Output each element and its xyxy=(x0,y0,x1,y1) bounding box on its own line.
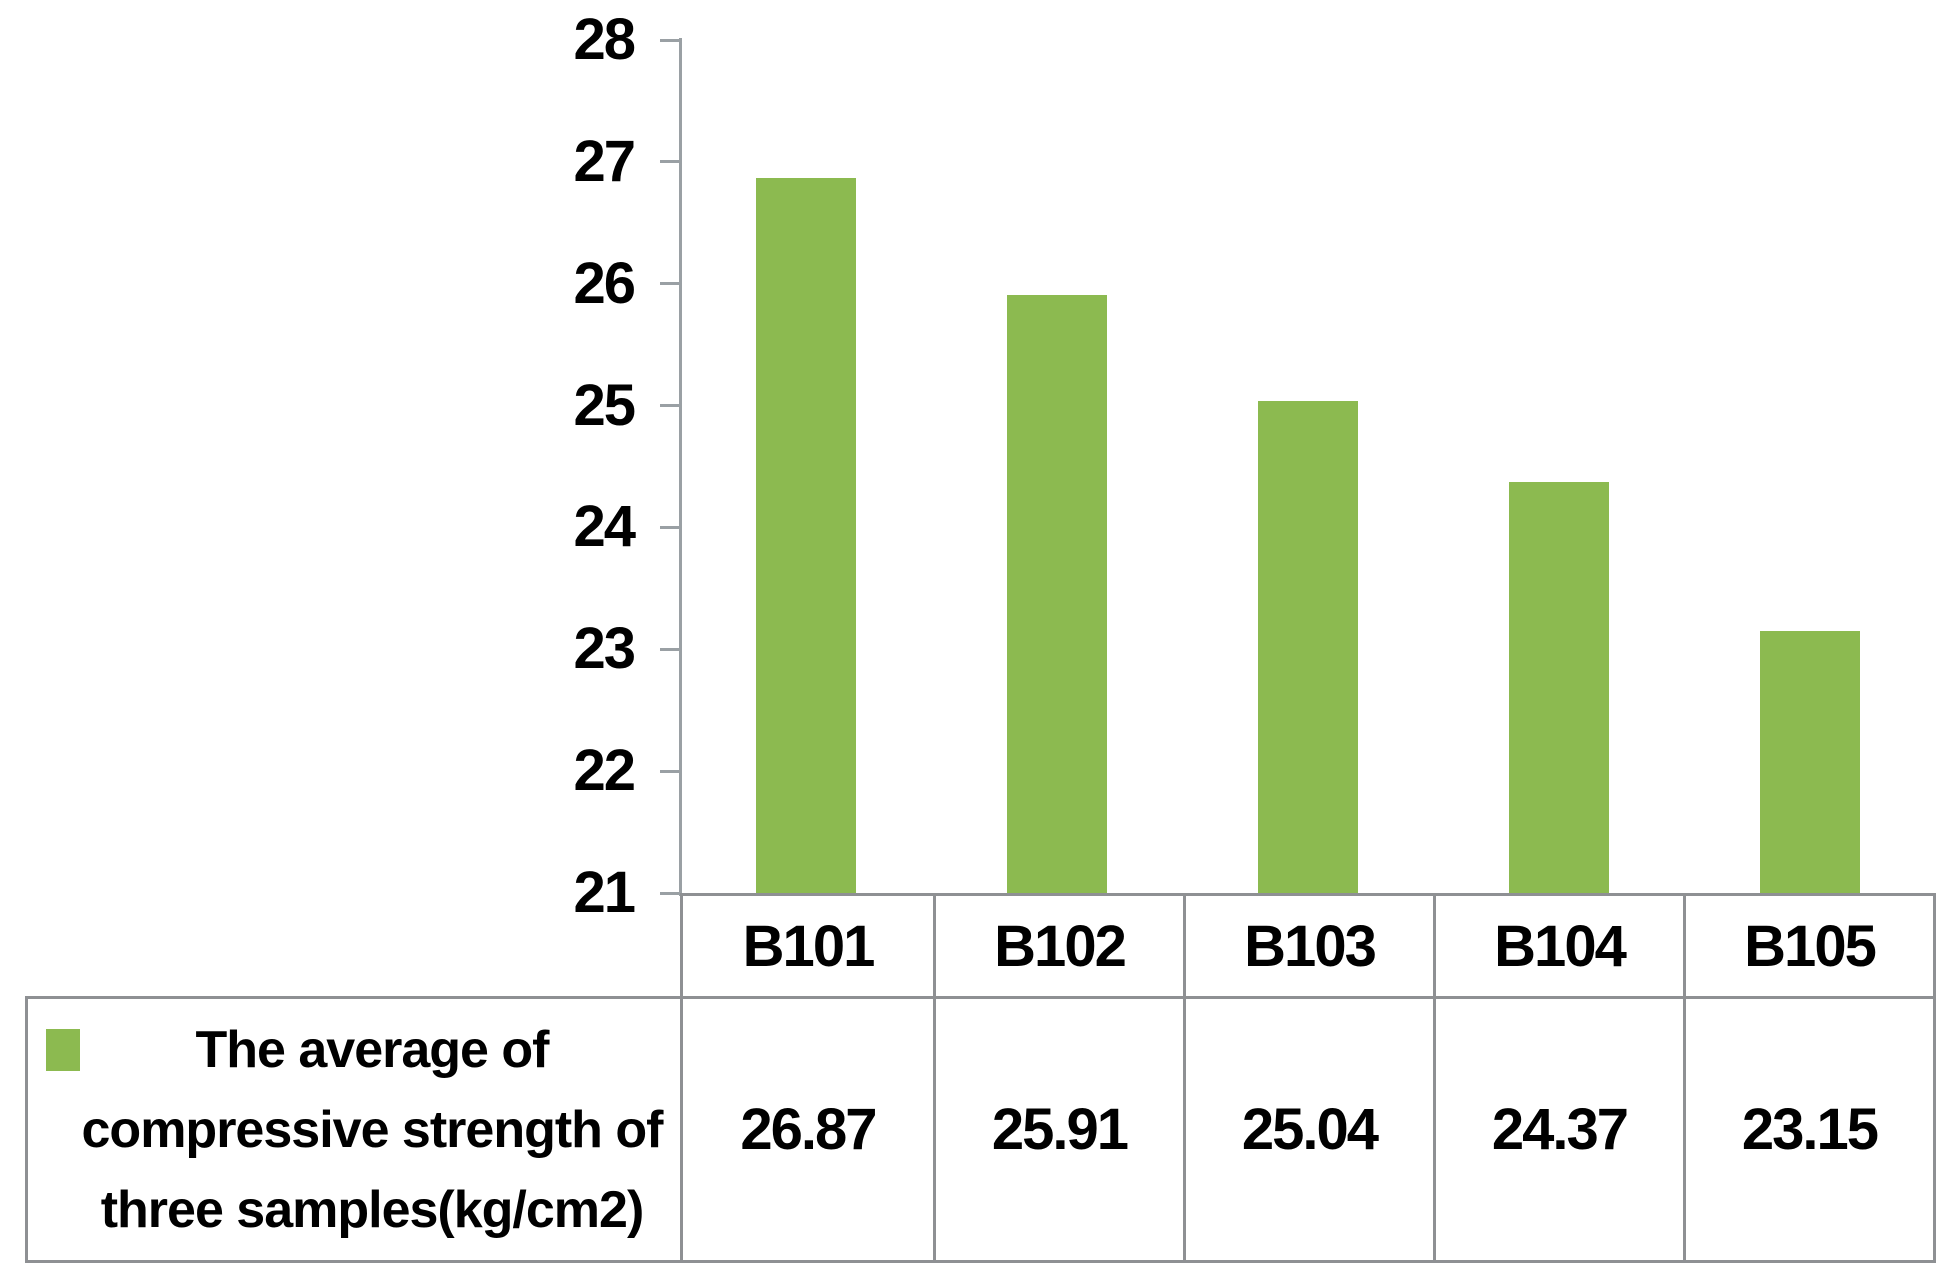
legend-label-line: compressive strength of xyxy=(81,1100,664,1159)
y-tick-label: 28 xyxy=(573,7,636,72)
y-tick-mark xyxy=(660,647,680,651)
legend-label-line: The average of xyxy=(195,1020,549,1079)
y-tick-mark xyxy=(660,38,680,42)
y-tick-label: 27 xyxy=(573,128,636,194)
y-tick-mark xyxy=(660,891,680,895)
y-tick-mark xyxy=(660,282,680,286)
value-cell-B103: 25.04 xyxy=(1183,999,1433,1260)
bar-B102 xyxy=(1006,294,1107,893)
y-tick-label: 21 xyxy=(573,860,636,925)
y-tick-label: 26 xyxy=(573,250,636,316)
plot-area xyxy=(680,40,1936,893)
y-axis-line xyxy=(679,38,682,896)
category-header-row: B101 B102 B103 B104 B105 xyxy=(680,893,1936,996)
value-cell-B105: 23.15 xyxy=(1683,999,1933,1260)
value-row: 26.87 25.91 25.04 24.37 23.15 xyxy=(680,996,1936,1263)
legend-cell: The average of compressive strength of t… xyxy=(25,996,680,1263)
legend-swatch xyxy=(46,1029,80,1071)
value-cell-B104: 24.37 xyxy=(1433,999,1683,1260)
value-cell-B102: 25.91 xyxy=(933,999,1183,1260)
bar-B101 xyxy=(755,177,856,893)
y-tick-mark xyxy=(660,769,680,773)
category-cell-B105: B105 xyxy=(1683,896,1933,996)
legend-label-line: three samples(kg/cm2) xyxy=(100,1180,645,1239)
legend-label: The average of compressive strength of t… xyxy=(46,1010,664,1250)
bar-B103 xyxy=(1257,400,1358,893)
y-tick-mark xyxy=(660,525,680,529)
bar-B105 xyxy=(1760,631,1861,893)
y-tick-label: 23 xyxy=(573,616,636,682)
category-cell-B103: B103 xyxy=(1183,896,1433,996)
y-tick-label: 24 xyxy=(573,494,636,560)
category-cell-B102: B102 xyxy=(933,896,1183,996)
y-tick-mark xyxy=(660,160,680,164)
y-tick-label: 25 xyxy=(573,372,636,438)
bar-B104 xyxy=(1509,482,1610,893)
y-tick-mark xyxy=(660,404,680,408)
category-cell-B104: B104 xyxy=(1433,896,1683,996)
value-cell-B101: 26.87 xyxy=(740,1097,877,1162)
y-tick-label: 22 xyxy=(573,738,636,804)
category-cell-B101: B101 xyxy=(742,913,876,979)
